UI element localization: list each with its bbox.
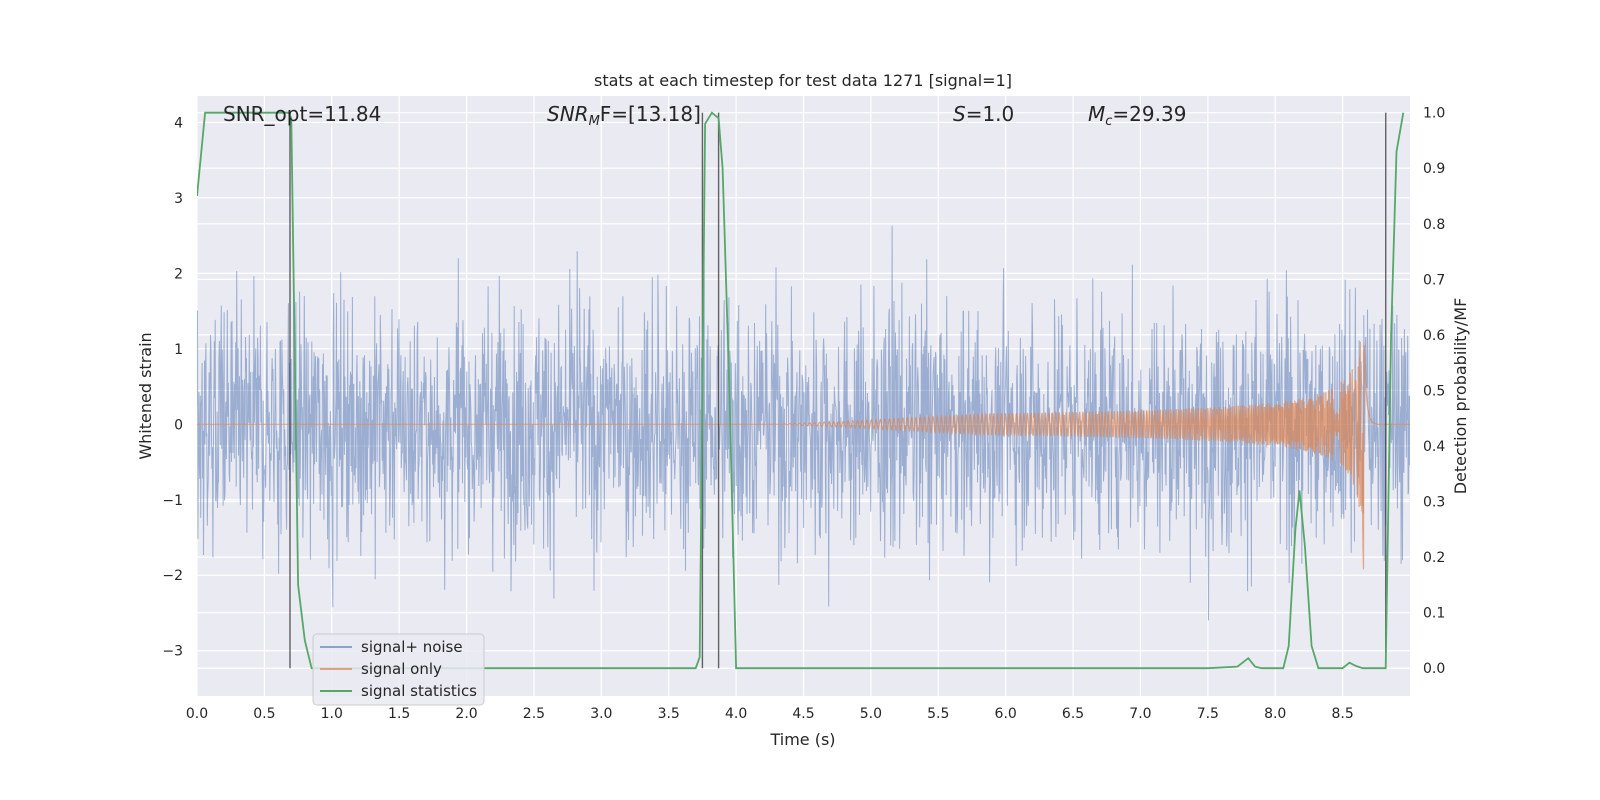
x-tick-label: 3.5 (658, 706, 680, 722)
annotation-mc: Mc=29.39 (1088, 102, 1186, 129)
x-tick-label: 1.5 (388, 706, 410, 722)
legend-box (312, 633, 485, 706)
y-tick-label-left: 4 (174, 115, 183, 131)
y-ticks-right: 0.0 0.1 0.2 0.3 0.4 0.5 0.6 0.7 0.8 0.9 1.0 (1423, 106, 1445, 678)
y-tick-label-right: 0.8 (1423, 217, 1445, 233)
x-tick-label: 2.0 (455, 706, 477, 722)
y-tick-label-left: 2 (174, 266, 183, 282)
annotation-snr-mf: SNRMF=[13.18] (547, 102, 701, 129)
x-tick-label: 6.0 (995, 706, 1017, 722)
y-tick-label-left: 3 (174, 191, 183, 207)
y-tick-label-left: −1 (162, 493, 183, 509)
y-ticks-left: −3 −2 −1 0 1 2 3 4 (162, 115, 183, 659)
annotation-s: S=1.0 (953, 102, 1014, 126)
y-tick-label-left: 1 (174, 342, 183, 358)
y-tick-label-left: −3 (162, 644, 183, 660)
y-axis-label-right: Detection probability/MF (1451, 298, 1470, 495)
x-tick-label: 8.5 (1331, 706, 1353, 722)
y-tick-label-right: 0.3 (1423, 495, 1445, 511)
signal-noise-series (197, 225, 1410, 621)
y-tick-label-right: 0.1 (1423, 606, 1445, 622)
x-tick-label: 5.0 (860, 706, 882, 722)
x-tick-label: 4.5 (792, 706, 814, 722)
y-tick-label-right: 0.2 (1423, 550, 1445, 566)
annotation-snr-opt: SNR_opt=11.84 (223, 102, 381, 126)
legend-label-noise: signal+ noise (361, 638, 463, 656)
x-tick-label: 1.0 (321, 706, 343, 722)
x-tick-label: 7.0 (1129, 706, 1151, 722)
y-tick-label-right: 0.5 (1423, 383, 1445, 399)
x-tick-label: 0.5 (253, 706, 275, 722)
x-tick-label: 7.5 (1197, 706, 1219, 722)
y-tick-label-left: −2 (162, 568, 183, 584)
y-tick-label-right: 0.7 (1423, 272, 1445, 288)
x-tick-label: 8.0 (1264, 706, 1286, 722)
x-tick-label: 4.0 (725, 706, 747, 722)
legend: signal+ noise signal only signal statist… (312, 633, 485, 706)
x-ticks: 0.0 0.5 1.0 1.5 2.0 2.5 3.0 3.5 4.0 4.5 5.0 5.5 6.0 6… (186, 706, 1354, 722)
signal-statistics-series (197, 111, 1405, 670)
y-tick-label-right: 0.6 (1423, 328, 1445, 344)
legend-label-signal: signal only (361, 660, 442, 678)
x-tick-label: 5.5 (927, 706, 949, 722)
y-tick-label-right: 0.9 (1423, 161, 1445, 177)
x-tick-label: 3.0 (590, 706, 612, 722)
signal-only-series (197, 341, 1410, 570)
y-tick-label-left: 0 (174, 417, 183, 433)
y-tick-label-right: 1.0 (1423, 106, 1445, 122)
x-tick-label: 2.5 (523, 706, 545, 722)
y-tick-label-right: 0.4 (1423, 439, 1445, 455)
y-tick-label-right: 0.0 (1423, 661, 1445, 677)
chart-title: stats at each timestep for test data 127… (594, 71, 1012, 90)
x-tick-label: 0.0 (186, 706, 208, 722)
x-axis-label: Time (s) (769, 730, 835, 749)
x-tick-label: 6.5 (1062, 706, 1084, 722)
y-axis-label-left: Whitened strain (136, 332, 155, 459)
legend-label-stats: signal statistics (361, 682, 477, 700)
